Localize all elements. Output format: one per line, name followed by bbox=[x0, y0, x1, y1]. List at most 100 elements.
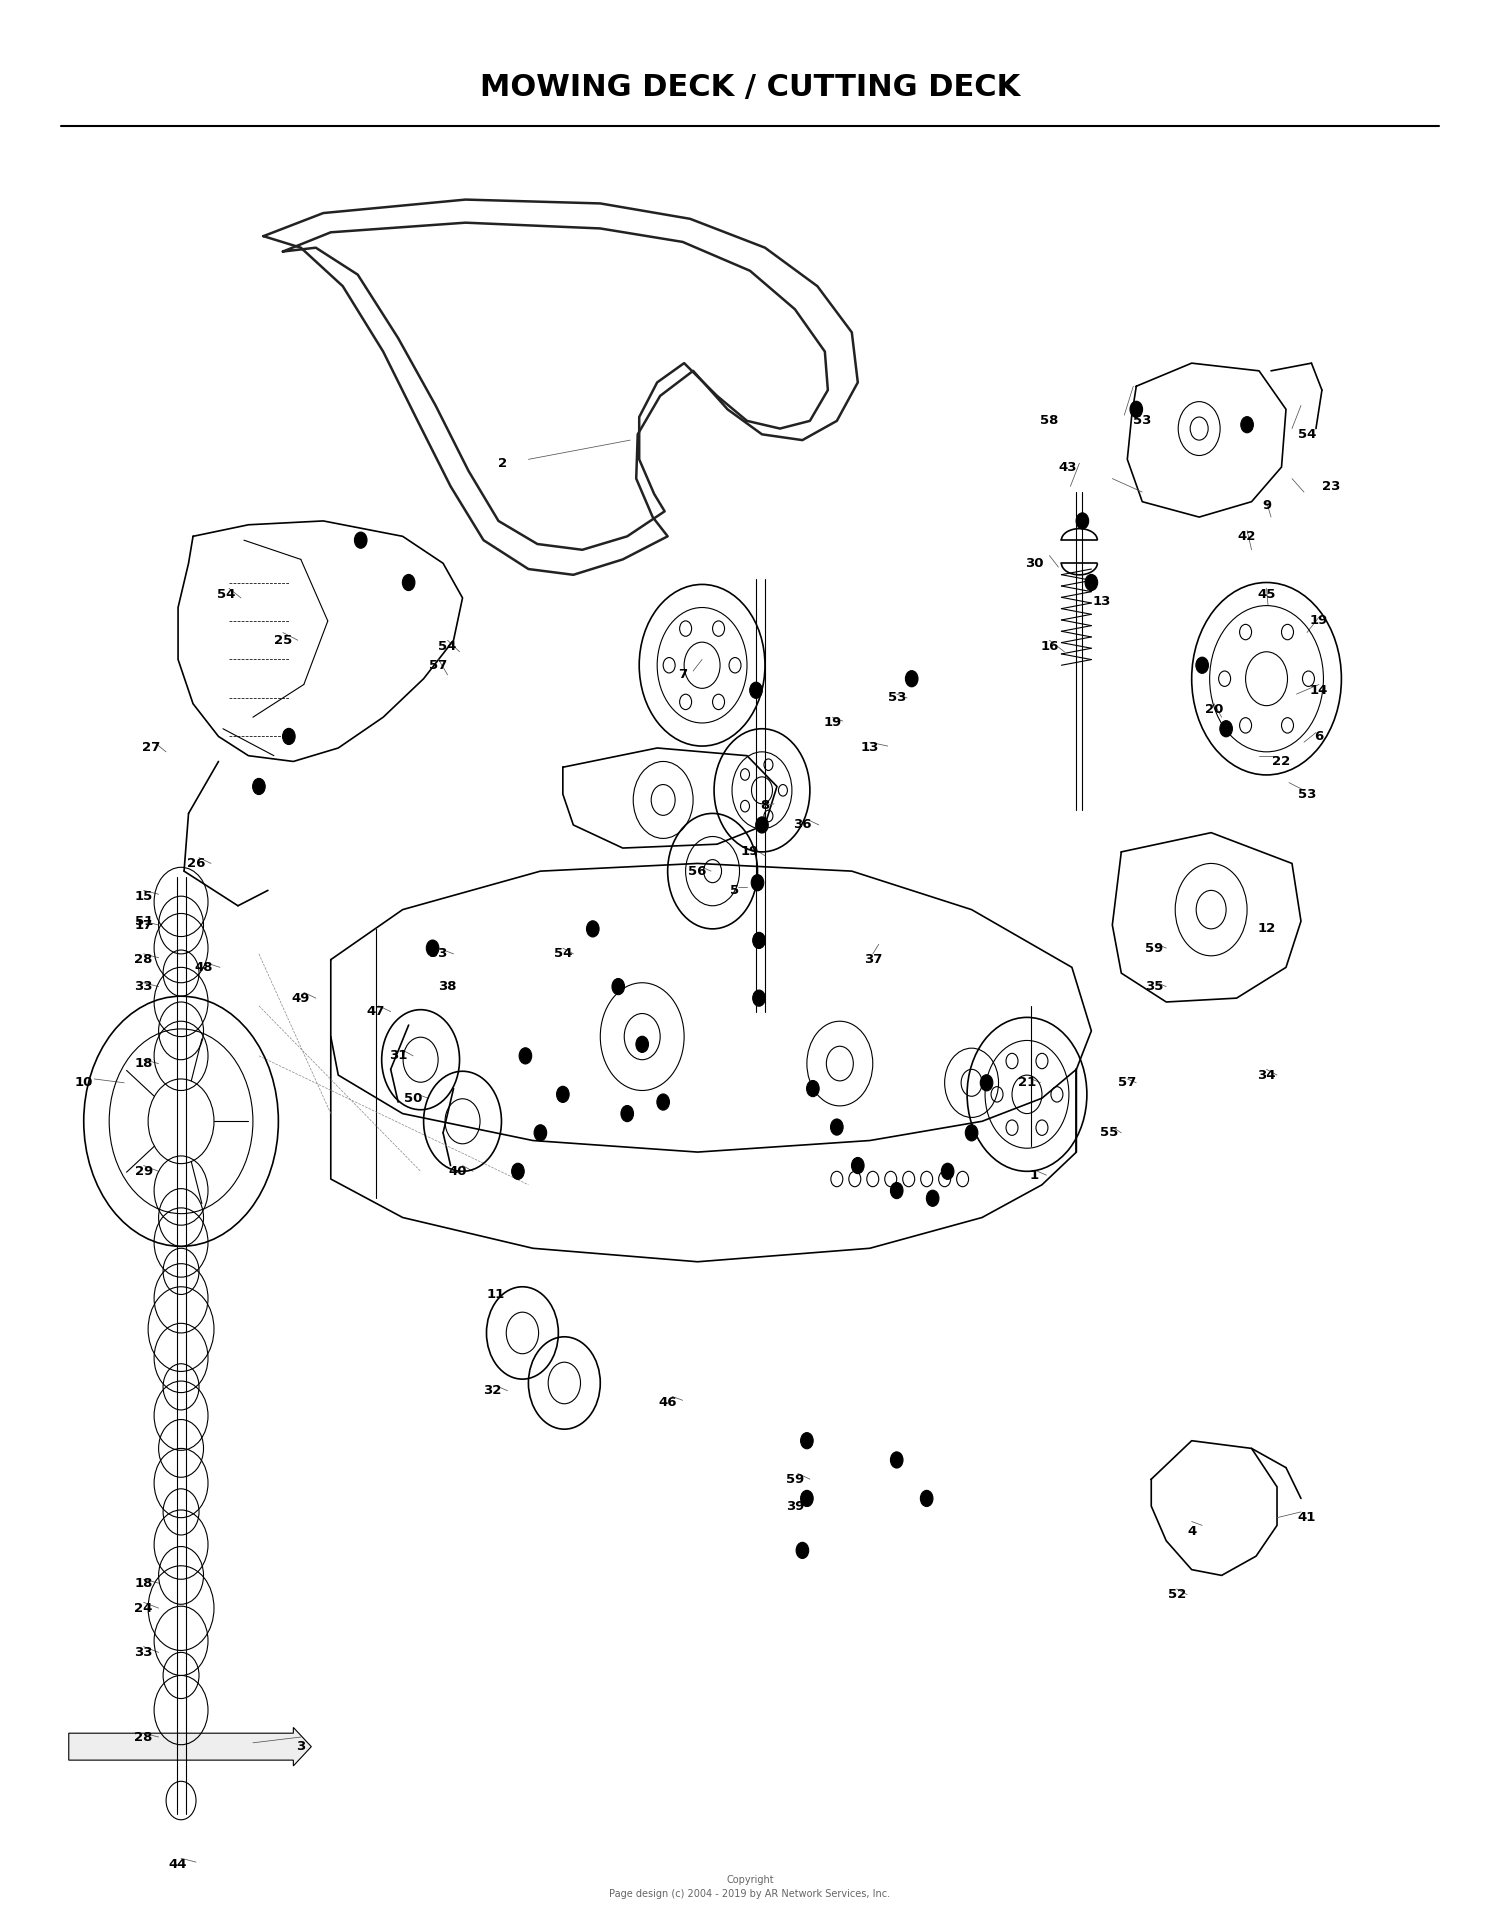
Text: 6: 6 bbox=[1314, 730, 1323, 744]
Circle shape bbox=[801, 1432, 813, 1449]
Text: 50: 50 bbox=[404, 1093, 423, 1104]
Text: 41: 41 bbox=[1298, 1511, 1316, 1524]
Circle shape bbox=[621, 1106, 633, 1122]
Circle shape bbox=[1076, 513, 1089, 530]
Circle shape bbox=[796, 1542, 808, 1559]
Text: 3: 3 bbox=[296, 1740, 306, 1754]
Circle shape bbox=[534, 1125, 546, 1141]
Circle shape bbox=[512, 1164, 524, 1179]
Text: 20: 20 bbox=[1204, 703, 1224, 717]
Text: 37: 37 bbox=[864, 954, 882, 965]
Text: 17: 17 bbox=[135, 919, 153, 931]
Text: 54: 54 bbox=[438, 640, 456, 653]
Circle shape bbox=[981, 1075, 993, 1091]
Text: 23: 23 bbox=[1322, 480, 1340, 493]
Text: 2: 2 bbox=[498, 457, 507, 470]
Text: 58: 58 bbox=[1041, 414, 1059, 428]
Circle shape bbox=[402, 574, 416, 590]
Text: 53: 53 bbox=[429, 948, 448, 960]
Text: 54: 54 bbox=[554, 948, 572, 960]
Text: 57: 57 bbox=[429, 659, 447, 673]
Text: 21: 21 bbox=[1019, 1077, 1036, 1089]
Text: 53: 53 bbox=[1132, 414, 1152, 428]
Text: 32: 32 bbox=[483, 1384, 501, 1397]
Text: 12: 12 bbox=[1257, 923, 1275, 935]
Circle shape bbox=[1130, 401, 1143, 418]
Circle shape bbox=[753, 933, 765, 948]
Text: 39: 39 bbox=[786, 1499, 804, 1513]
Text: 53: 53 bbox=[1298, 788, 1316, 800]
Text: 26: 26 bbox=[188, 858, 206, 869]
Text: 47: 47 bbox=[366, 1006, 386, 1017]
Text: 19: 19 bbox=[741, 846, 759, 858]
Text: 55: 55 bbox=[1100, 1127, 1119, 1139]
Text: 9: 9 bbox=[1262, 499, 1270, 513]
Text: 7: 7 bbox=[678, 669, 687, 682]
Text: 15: 15 bbox=[135, 890, 153, 902]
Text: 8: 8 bbox=[760, 800, 770, 811]
Text: 28: 28 bbox=[135, 954, 153, 965]
Text: 27: 27 bbox=[142, 742, 160, 755]
Circle shape bbox=[921, 1490, 933, 1507]
Text: 18: 18 bbox=[135, 1058, 153, 1069]
Text: 46: 46 bbox=[658, 1395, 676, 1409]
Text: MOWING DECK / CUTTING DECK: MOWING DECK / CUTTING DECK bbox=[480, 73, 1020, 102]
Circle shape bbox=[852, 1158, 864, 1174]
Text: 49: 49 bbox=[291, 992, 310, 1004]
Text: 13: 13 bbox=[861, 742, 879, 755]
Circle shape bbox=[906, 671, 918, 686]
Circle shape bbox=[636, 1037, 648, 1052]
Circle shape bbox=[556, 1087, 568, 1102]
Text: 42: 42 bbox=[1238, 530, 1257, 543]
Text: 54: 54 bbox=[1298, 428, 1316, 441]
Text: 5: 5 bbox=[730, 884, 740, 896]
Text: 29: 29 bbox=[135, 1164, 153, 1177]
Text: 53: 53 bbox=[888, 692, 906, 705]
Text: 59: 59 bbox=[1144, 942, 1164, 954]
Circle shape bbox=[657, 1095, 669, 1110]
Text: 30: 30 bbox=[1024, 557, 1044, 570]
Circle shape bbox=[942, 1164, 954, 1179]
Circle shape bbox=[612, 979, 624, 994]
Text: 22: 22 bbox=[1272, 755, 1290, 769]
Circle shape bbox=[426, 940, 439, 956]
Text: Copyright
Page design (c) 2004 - 2019 by AR Network Services, Inc.: Copyright Page design (c) 2004 - 2019 by… bbox=[609, 1875, 891, 1900]
Text: 1: 1 bbox=[1030, 1168, 1039, 1181]
Text: 38: 38 bbox=[438, 981, 458, 992]
Circle shape bbox=[891, 1183, 903, 1199]
Text: 51: 51 bbox=[135, 915, 153, 927]
Text: 10: 10 bbox=[75, 1077, 93, 1089]
Text: 44: 44 bbox=[170, 1858, 188, 1871]
Text: 24: 24 bbox=[135, 1601, 153, 1615]
Text: 4: 4 bbox=[1186, 1524, 1197, 1538]
FancyArrow shape bbox=[69, 1727, 312, 1765]
Text: 33: 33 bbox=[135, 1646, 153, 1659]
Text: 36: 36 bbox=[794, 819, 812, 831]
Circle shape bbox=[891, 1451, 903, 1468]
Circle shape bbox=[927, 1191, 939, 1206]
Circle shape bbox=[1084, 574, 1098, 590]
Circle shape bbox=[801, 1490, 813, 1507]
Text: 59: 59 bbox=[786, 1472, 804, 1486]
Circle shape bbox=[831, 1120, 843, 1135]
Text: 18: 18 bbox=[135, 1576, 153, 1590]
Circle shape bbox=[282, 728, 296, 744]
Text: 43: 43 bbox=[1058, 461, 1077, 474]
Circle shape bbox=[1220, 721, 1233, 736]
Text: 40: 40 bbox=[448, 1164, 468, 1177]
Text: 54: 54 bbox=[217, 588, 236, 601]
Circle shape bbox=[252, 779, 266, 794]
Circle shape bbox=[1196, 657, 1209, 673]
Text: 34: 34 bbox=[1257, 1069, 1276, 1081]
Circle shape bbox=[750, 682, 762, 698]
Circle shape bbox=[752, 875, 764, 890]
Circle shape bbox=[966, 1125, 978, 1141]
Circle shape bbox=[586, 921, 598, 937]
Circle shape bbox=[354, 532, 368, 549]
Text: 35: 35 bbox=[1144, 981, 1164, 992]
Text: 19: 19 bbox=[824, 717, 842, 730]
Text: 28: 28 bbox=[135, 1730, 153, 1744]
Text: 52: 52 bbox=[1167, 1588, 1186, 1601]
Circle shape bbox=[753, 990, 765, 1006]
Circle shape bbox=[756, 817, 768, 832]
